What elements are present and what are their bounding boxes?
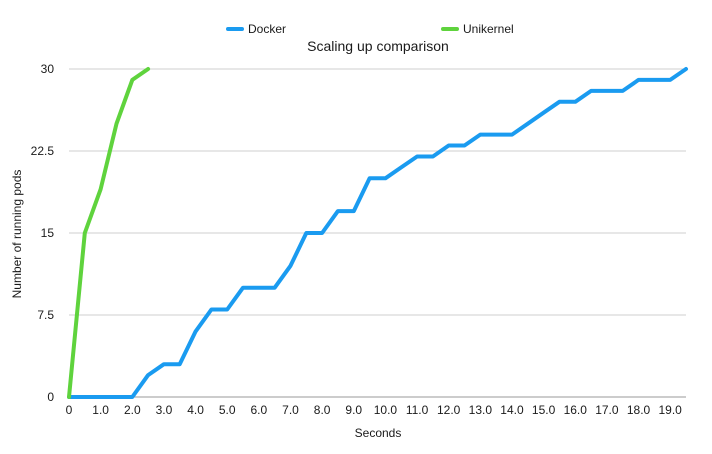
x-axis-label: Seconds	[355, 426, 402, 440]
y-axis-label: Number of running pods	[10, 170, 24, 299]
x-tick-label: 13.0	[469, 403, 493, 417]
series-line-docker	[67, 67, 688, 399]
x-tick-label: 11.0	[406, 403, 429, 417]
legend: Docker Unikernel	[226, 22, 514, 36]
x-tick-label: 18.0	[627, 403, 651, 417]
y-tick-label: 22.5	[31, 144, 55, 158]
x-tick-label: 8.0	[314, 403, 331, 417]
legend-label-docker: Docker	[248, 22, 286, 36]
y-tick-label: 15	[41, 226, 55, 240]
x-tick-label: 3.0	[156, 403, 173, 417]
x-tick-label: 4.0	[187, 403, 204, 417]
chart-title: Scaling up comparison	[307, 38, 449, 54]
x-tick-label: 2.0	[124, 403, 141, 417]
x-tick-label: 1.0	[92, 403, 109, 417]
x-tick-label: 10.0	[374, 403, 398, 417]
x-tick-label: 9.0	[345, 403, 362, 417]
x-tick-label: 6.0	[251, 403, 268, 417]
y-tick-label: 0	[47, 390, 54, 404]
y-axis-ticks: 0 7.5 15 22.5 30	[31, 62, 55, 404]
grid	[69, 68, 686, 398]
legend-label-unikernel: Unikernel	[463, 22, 514, 36]
x-tick-label: 5.0	[219, 403, 236, 417]
x-tick-label: 7.0	[282, 403, 299, 417]
x-tick-label: 14.0	[500, 403, 524, 417]
x-tick-label: 19.0	[658, 403, 682, 417]
x-tick-label: 16.0	[564, 403, 588, 417]
series-line-unikernel	[67, 67, 151, 399]
x-tick-label: 0	[66, 403, 73, 417]
x-axis-ticks: 0 1.0 2.0 3.0 4.0 5.0 6.0 7.0 8.0 9.0 10.0 11.0 12.0…	[66, 403, 683, 417]
x-tick-label: 15.0	[532, 403, 556, 417]
y-tick-label: 30	[41, 62, 55, 76]
x-tick-label: 17.0	[595, 403, 619, 417]
x-tick-label: 12.0	[437, 403, 461, 417]
y-tick-label: 7.5	[37, 308, 54, 322]
series-group	[67, 67, 688, 399]
